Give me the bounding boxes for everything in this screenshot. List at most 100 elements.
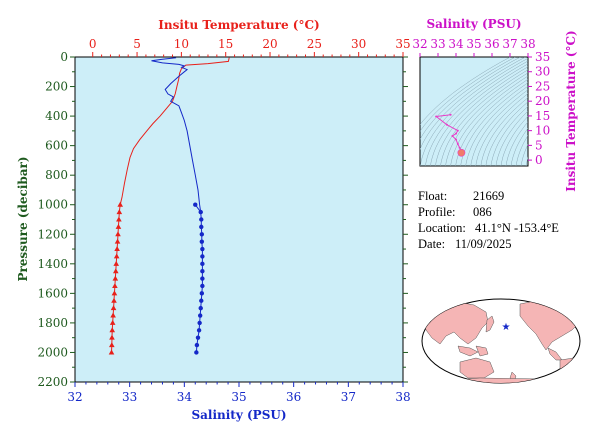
salinity-point — [199, 298, 204, 303]
salinity-point — [197, 313, 203, 318]
salinity-point — [200, 246, 205, 252]
pressure-tick-label: 2200 — [37, 375, 68, 389]
temperature-point — [114, 246, 120, 252]
density-contour — [420, 58, 528, 166]
salinity-point — [194, 350, 199, 355]
salinity-point — [199, 232, 205, 237]
ts-point — [451, 134, 454, 137]
salinity-point — [199, 291, 205, 296]
salinity-point — [200, 254, 205, 259]
pressure-tick-label: 1400 — [37, 257, 68, 271]
ts-x-tick-label: 33 — [430, 37, 445, 51]
ts-point — [458, 146, 461, 149]
temperature-tick-label: 15 — [218, 37, 233, 51]
date-value: 11/09/2025 — [455, 237, 511, 251]
ts-y-tick-label: 0 — [535, 153, 543, 167]
ts-ylabel: Insitu Temperature (°C) — [564, 30, 578, 191]
pressure-tick-label: 1000 — [37, 198, 68, 212]
ts-point — [456, 129, 459, 132]
density-contour — [500, 115, 528, 166]
density-contour — [515, 135, 528, 166]
float-location-star-icon: ★ — [502, 322, 511, 333]
density-contour — [465, 85, 528, 166]
pressure-tick-label: 800 — [45, 168, 68, 182]
ts-x-tick-label: 37 — [502, 37, 517, 51]
temperature-point — [109, 334, 115, 340]
ts-x-tick-label: 34 — [448, 37, 464, 51]
salinity-point — [194, 342, 200, 348]
ts-point — [455, 138, 457, 141]
float-info: Float: 21669 Profile: 086 Location: 41.1… — [418, 189, 559, 251]
temperature-point — [115, 223, 122, 229]
salinity-point — [197, 320, 202, 326]
salinity-point — [200, 269, 205, 274]
density-contour — [420, 57, 526, 151]
pressure-tick-label: 200 — [45, 80, 68, 94]
temperature-tick-label: 25 — [307, 37, 322, 51]
ts-xlabel: Salinity (PSU) — [426, 17, 521, 31]
temperature-point — [108, 349, 115, 355]
temperature-tick-label: 10 — [174, 37, 189, 51]
density-contour — [505, 121, 528, 166]
density-contour — [455, 78, 528, 166]
ts-salinity-axis: 32 33 34 35 36 37 38 — [412, 37, 536, 57]
density-contour — [490, 106, 528, 166]
density-contour — [420, 57, 511, 125]
temperature-tick-label: 0 — [89, 37, 97, 51]
ts-deep-cluster — [457, 148, 466, 157]
salinity-axis-label: Salinity (PSU) — [191, 408, 286, 422]
temperature-point — [108, 342, 115, 348]
temperature-point — [111, 290, 118, 296]
temperature-point — [109, 319, 116, 325]
ts-x-tick-label: 38 — [520, 37, 535, 51]
density-contour — [510, 127, 528, 166]
location-label: Location: — [418, 221, 466, 235]
temperature-tick-label: 20 — [262, 37, 277, 51]
pressure-tick-label: 1600 — [37, 286, 68, 300]
salinity-point — [200, 261, 205, 267]
salinity-point — [198, 305, 203, 311]
profile-series — [108, 57, 230, 355]
density-contour — [470, 89, 528, 166]
salinity-tick-label: 32 — [67, 390, 82, 404]
profile-value: 086 — [473, 205, 492, 219]
salinity-point — [198, 209, 203, 215]
salinity-point — [199, 239, 205, 244]
temperature-point — [110, 305, 117, 311]
ts-y-tick-label: 25 — [535, 79, 550, 93]
profile-plot-area — [74, 56, 404, 383]
salinity-point — [200, 276, 205, 281]
density-contour — [420, 57, 521, 140]
salinity-tick-label: 35 — [231, 390, 246, 404]
temperature-tick-label: 5 — [133, 37, 141, 51]
ts-point — [455, 132, 457, 135]
density-contour — [420, 57, 516, 132]
salinity-point — [193, 202, 198, 207]
world-map: ★ — [421, 298, 581, 384]
temperature-point — [112, 275, 119, 281]
ts-plot-area — [419, 56, 529, 167]
ts-point — [456, 142, 459, 145]
pressure-tick-label: 0 — [60, 50, 68, 64]
temperature-point — [116, 216, 122, 222]
ts-y-tick-label: 5 — [535, 138, 543, 152]
temperature-point — [115, 231, 121, 237]
ts-x-tick-label: 36 — [484, 37, 499, 51]
ts-y-tick-label: 20 — [535, 94, 550, 108]
temperature-point — [112, 268, 119, 274]
pressure-tick-label: 600 — [45, 139, 68, 153]
temperature-axis-label: Insitu Temperature (°C) — [158, 18, 319, 32]
ts-y-tick-label: 30 — [535, 65, 550, 79]
temperature-point — [111, 297, 117, 303]
float-value: 21669 — [473, 189, 504, 203]
ts-point — [449, 113, 452, 116]
temperature-tick-label: 30 — [351, 37, 366, 51]
salinity-point — [195, 335, 201, 340]
salinity-point — [196, 328, 202, 333]
temperature-tick-label: 35 — [395, 37, 410, 51]
density-contour — [430, 63, 528, 166]
pressure-tick-label: 1200 — [37, 227, 68, 241]
ts-y-tick-label: 35 — [535, 50, 550, 64]
density-contour — [520, 143, 528, 166]
